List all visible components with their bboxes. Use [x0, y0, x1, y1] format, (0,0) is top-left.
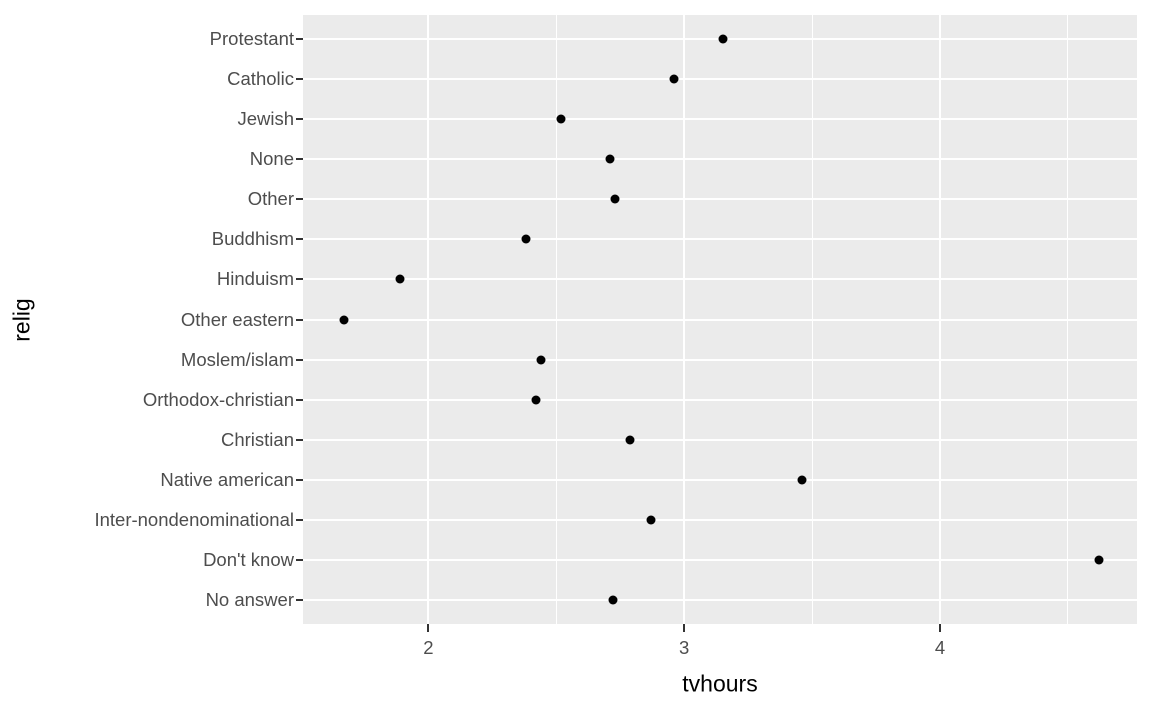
y-axis-tick-label: Native american	[160, 468, 294, 490]
x-axis-tick-mark	[939, 624, 941, 632]
x-axis-tick-mark	[683, 624, 686, 632]
y-axis-tick-mark	[296, 598, 303, 601]
y-axis-tick-mark	[296, 78, 303, 81]
data-point	[625, 435, 635, 445]
gridline-horizontal-major	[303, 158, 1137, 161]
gridline-horizontal-major	[303, 478, 1137, 481]
data-point	[521, 234, 531, 244]
y-axis-tick-mark	[296, 238, 303, 241]
data-point	[608, 595, 618, 605]
y-axis-tick-label: Orthodox-christian	[142, 388, 294, 410]
data-point	[1094, 555, 1104, 565]
x-axis-title: tvhours	[682, 672, 795, 707]
y-axis-tick-label: Jewish	[237, 107, 294, 129]
data-point	[797, 475, 807, 485]
y-axis-tick-label: Christian	[221, 428, 294, 450]
data-point	[610, 194, 620, 204]
y-axis-tick-label: Hinduism	[216, 268, 294, 290]
data-point	[556, 114, 566, 124]
data-point	[339, 315, 349, 324]
y-axis-tick-label: Other	[247, 188, 294, 210]
gridline-horizontal-major	[303, 558, 1137, 561]
gridline-horizontal-major	[303, 238, 1137, 241]
gridline-horizontal-major	[303, 358, 1137, 361]
y-axis-tick-mark	[296, 118, 303, 121]
y-axis-tick-mark	[296, 518, 303, 521]
x-axis-title-text: tvhours	[682, 670, 758, 697]
y-axis-tick-mark	[296, 278, 303, 281]
y-axis-tick-mark	[296, 318, 303, 321]
x-axis-tick-label: 4	[934, 637, 946, 658]
y-axis-tick-mark	[296, 358, 303, 361]
gridline-horizontal-major	[303, 118, 1137, 121]
y-axis-tick-label: Moslem/islam	[180, 348, 294, 370]
y-axis-tick-mark	[296, 438, 303, 441]
gridline-horizontal-major	[303, 438, 1137, 441]
data-point	[669, 74, 679, 84]
gridline-horizontal-major	[303, 598, 1137, 601]
y-axis-tick-mark	[296, 398, 303, 401]
x-axis-tick-label: 3	[679, 637, 690, 658]
data-point	[395, 274, 405, 284]
y-axis-tick-mark	[296, 558, 303, 561]
y-axis-tick-label: Protestant	[209, 27, 294, 49]
x-axis-tick-mark	[427, 624, 430, 632]
y-axis-tick-mark	[296, 478, 303, 481]
y-axis-tick-mark	[296, 38, 303, 41]
data-point	[531, 395, 541, 405]
y-axis-tick-label: None	[249, 147, 294, 169]
gridline-horizontal-major	[303, 518, 1137, 521]
data-point	[605, 154, 615, 164]
gridline-horizontal-major	[303, 198, 1137, 201]
gridline-horizontal-major	[303, 398, 1137, 401]
plot-panel	[303, 15, 1137, 624]
y-axis-tick-label: Buddhism	[211, 228, 294, 250]
gridline-horizontal-major	[303, 318, 1137, 321]
x-axis-tick-label: 2	[423, 637, 434, 658]
y-axis-tick-label: Don't know	[203, 548, 294, 570]
y-axis-tick-label: Other eastern	[180, 308, 294, 330]
data-point	[718, 34, 728, 44]
data-point	[536, 355, 546, 365]
y-axis-tick-label: No answer	[205, 588, 294, 610]
y-axis-tick-mark	[296, 198, 303, 201]
y-axis-tick-label: Catholic	[227, 67, 294, 89]
gridline-horizontal-major	[303, 78, 1137, 81]
y-axis-tick-mark	[296, 158, 303, 161]
gridline-horizontal-major	[303, 278, 1137, 281]
data-point	[646, 515, 656, 525]
y-axis-tick-label: Inter-nondenominational	[94, 508, 294, 530]
